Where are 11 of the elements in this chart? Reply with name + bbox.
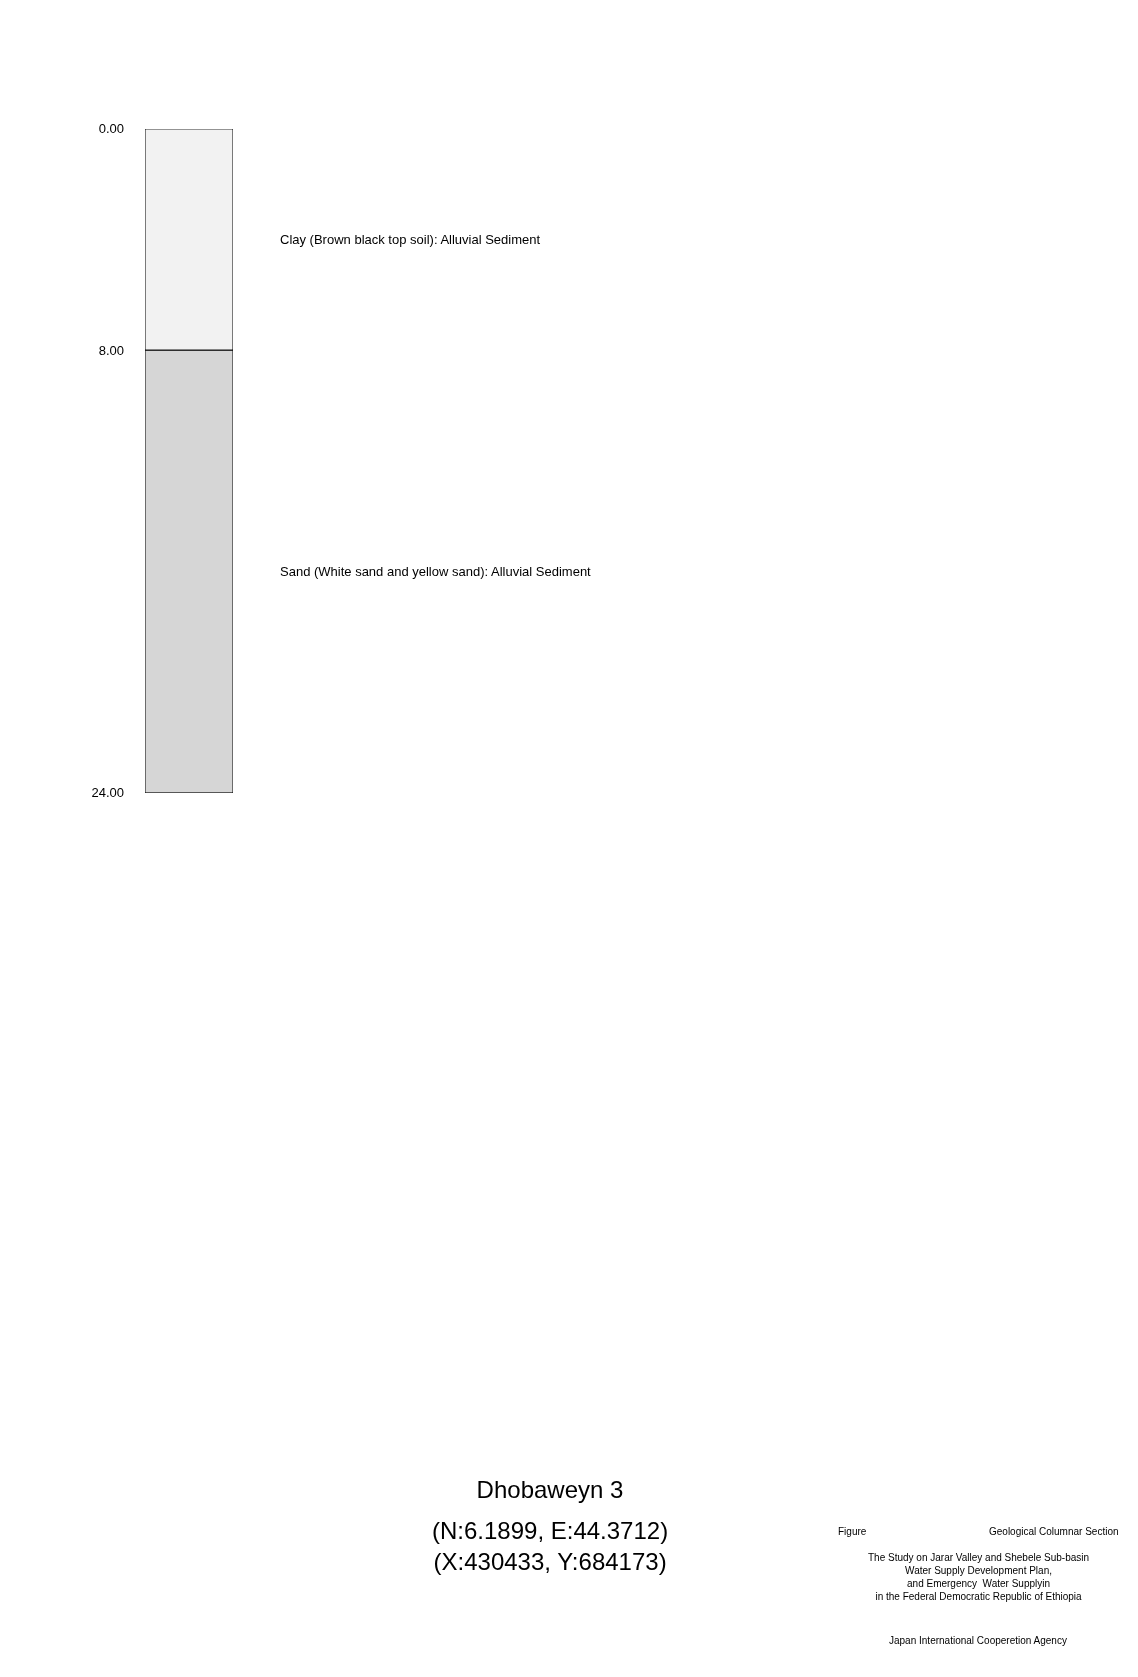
- y-tick-label: 24.00: [91, 785, 124, 801]
- text: Japan International Cooperetion Agency: [889, 1635, 1067, 1646]
- text: (N:6.1899, E:44.3712) (X:430433, Y:684173): [432, 1517, 669, 1576]
- text: Figure: [838, 1526, 867, 1537]
- text: Geological Columnar Section: [989, 1526, 1119, 1537]
- text: Dhobaweyn 3: [476, 1476, 624, 1504]
- y-tick-label: 0.00: [98, 121, 124, 137]
- text: The Study on Jarar Valley and Shebele Sub-basin Water Supply Development Plan, and Emergency Water Supplyin in the Federal Democratic Republic of Ethiopia: [868, 1552, 1090, 1602]
- text: Clay (Brown black top soil): Alluvial Sediment: [280, 232, 541, 247]
- y-tick-label: 8.00: [98, 342, 124, 358]
- text: Sand (White sand and yellow sand): Alluvial Sediment: [280, 564, 592, 579]
